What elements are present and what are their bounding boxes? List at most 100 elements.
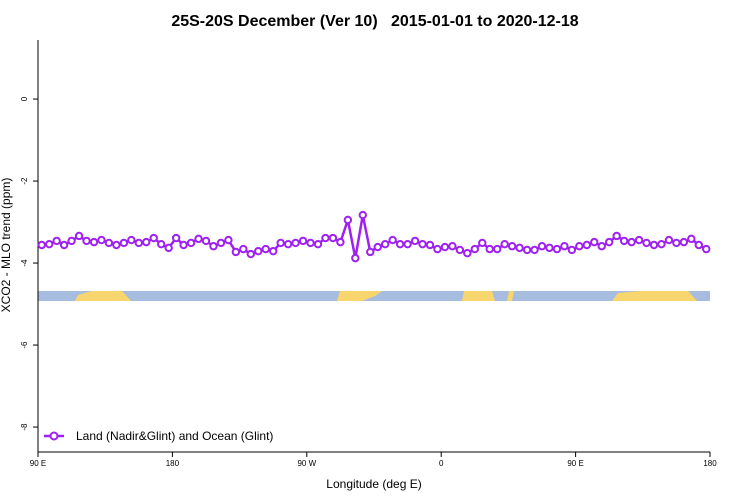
x-tick-label: 90 E xyxy=(567,459,583,468)
data-point xyxy=(395,239,405,249)
legend-label: Land (Nadir&Glint) and Ocean (Glint) xyxy=(76,429,273,443)
data-point xyxy=(530,245,539,255)
data-point xyxy=(664,235,674,245)
data-point xyxy=(597,242,606,251)
x-tick-label: 180 xyxy=(166,459,180,468)
data-point xyxy=(216,238,226,248)
land-area xyxy=(462,291,495,301)
legend-marker xyxy=(49,431,59,441)
data-point xyxy=(433,244,442,254)
data-point xyxy=(97,235,106,245)
data-point xyxy=(239,244,248,254)
y-tick-label: -8 xyxy=(20,423,29,431)
data-point xyxy=(231,247,241,257)
data-point xyxy=(634,235,644,245)
data-point xyxy=(388,235,397,245)
data-point xyxy=(619,236,629,246)
data-point xyxy=(336,237,345,247)
x-tick-label: 90 E xyxy=(30,459,46,468)
data-point xyxy=(134,238,144,248)
data-point xyxy=(104,238,114,248)
data-point xyxy=(493,244,502,254)
data-point xyxy=(119,238,129,248)
data-point xyxy=(52,236,61,246)
data-point xyxy=(194,234,203,244)
data-point xyxy=(642,238,651,248)
data-point xyxy=(142,237,151,247)
data-point xyxy=(37,240,46,250)
land-area xyxy=(507,291,514,301)
data-point xyxy=(45,239,54,249)
data-point xyxy=(627,237,636,247)
data-point xyxy=(515,243,524,253)
data-point xyxy=(89,237,99,247)
land-area xyxy=(75,291,131,301)
data-point xyxy=(291,238,300,248)
data-point xyxy=(485,244,494,254)
y-tick-label: -2 xyxy=(20,177,29,185)
data-point xyxy=(702,244,711,254)
data-point xyxy=(164,243,173,253)
data-point xyxy=(246,249,256,259)
data-point xyxy=(209,242,218,251)
y-tick-label: -6 xyxy=(20,341,29,349)
data-point xyxy=(478,238,487,248)
data-point xyxy=(425,240,435,250)
data-point xyxy=(67,236,76,246)
data-point xyxy=(157,239,166,249)
data-point xyxy=(605,237,614,247)
data-point xyxy=(351,253,360,263)
data-point xyxy=(171,233,181,243)
data-point xyxy=(373,242,382,252)
data-point xyxy=(590,237,599,247)
data-point xyxy=(507,242,517,251)
data-point xyxy=(672,238,681,248)
data-point xyxy=(343,215,353,225)
chart-title: 25S-20S December (Ver 10) 2015-01-01 to … xyxy=(171,13,578,30)
data-point xyxy=(298,236,308,246)
x-tick-label: 0 xyxy=(439,459,444,468)
data-point xyxy=(201,236,211,246)
data-point xyxy=(74,231,84,241)
data-point xyxy=(403,239,412,249)
data-point xyxy=(649,240,659,250)
data-point xyxy=(112,240,121,250)
data-point xyxy=(186,238,196,248)
data-point xyxy=(537,242,547,251)
x-tick-label: 90 W xyxy=(297,459,316,468)
data-point xyxy=(254,246,263,256)
plot-area xyxy=(37,210,711,263)
data-point xyxy=(366,247,375,257)
data-point xyxy=(448,242,457,251)
data-point xyxy=(612,231,621,241)
data-point xyxy=(560,242,569,251)
y-tick-label: -4 xyxy=(20,259,29,267)
x-tick-label: 180 xyxy=(703,459,717,468)
data-point xyxy=(59,240,69,250)
data-point xyxy=(149,233,158,243)
data-point xyxy=(276,238,285,248)
data-point xyxy=(522,245,532,255)
data-point xyxy=(567,245,577,255)
data-point xyxy=(545,243,554,253)
y-axis-label: XCO2 - MLO trend (ppm) xyxy=(0,178,13,313)
data-point xyxy=(657,239,666,249)
land-ocean-band xyxy=(38,291,710,301)
data-point xyxy=(410,236,420,246)
data-point xyxy=(224,235,233,245)
data-point xyxy=(127,235,136,245)
data-point xyxy=(575,242,584,251)
land-area xyxy=(612,291,697,301)
data-point xyxy=(269,246,278,256)
data-point xyxy=(306,238,315,248)
data-point xyxy=(358,210,367,220)
data-point xyxy=(440,242,450,252)
data-point xyxy=(418,239,427,249)
data-point xyxy=(283,239,293,249)
data-point xyxy=(694,240,703,250)
data-point xyxy=(582,240,591,250)
y-tick-label: 0 xyxy=(20,96,29,101)
data-point xyxy=(321,233,330,243)
